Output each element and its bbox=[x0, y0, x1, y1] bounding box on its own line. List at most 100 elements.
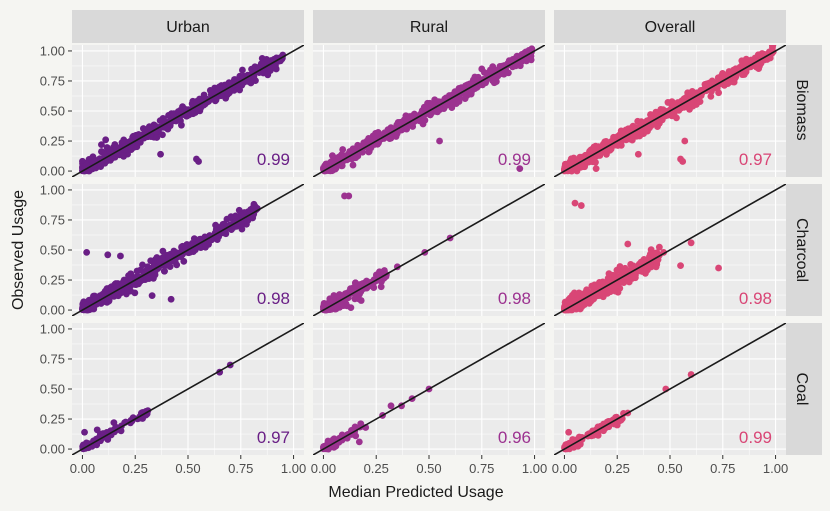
data-point bbox=[655, 243, 663, 251]
data-point bbox=[431, 96, 439, 104]
data-point bbox=[178, 121, 185, 129]
y-tick-label: 1.00 bbox=[40, 43, 65, 58]
data-point bbox=[145, 275, 153, 282]
outlier-point bbox=[347, 304, 355, 312]
data-point bbox=[523, 57, 530, 65]
identity-line bbox=[72, 184, 304, 316]
x-axis-ticks: 0.00 0.25 0.50 0.75 1.00 0.00 0.25 0.50 0.75 1.00… bbox=[70, 455, 788, 476]
x-tick-label: 1.00 bbox=[522, 461, 547, 476]
data-point bbox=[161, 267, 168, 275]
data-point bbox=[573, 304, 581, 312]
data-point bbox=[330, 292, 338, 299]
strip-label-urban: Urban bbox=[166, 19, 210, 36]
data-point bbox=[125, 273, 133, 281]
correlation-label: 0.98 bbox=[739, 289, 772, 308]
data-point bbox=[505, 69, 512, 77]
data-point bbox=[426, 99, 434, 107]
data-point bbox=[574, 442, 582, 450]
y-tick-label: 0.75 bbox=[40, 351, 65, 366]
data-point bbox=[645, 261, 653, 269]
data-point bbox=[330, 435, 338, 443]
outlier-point bbox=[575, 433, 583, 441]
data-point bbox=[436, 106, 444, 113]
data-point bbox=[97, 300, 105, 307]
outlier-point bbox=[355, 438, 363, 446]
data-point bbox=[448, 104, 456, 112]
identity-line bbox=[554, 45, 786, 177]
data-point bbox=[569, 158, 577, 166]
outlier-point bbox=[436, 137, 443, 145]
data-point bbox=[739, 71, 746, 79]
outlier-point bbox=[330, 158, 338, 165]
x-tick-label: 1.00 bbox=[281, 461, 306, 476]
outlier-point bbox=[345, 192, 353, 200]
data-point bbox=[707, 92, 715, 100]
panel-rural-biomass: 0.99 bbox=[313, 45, 545, 177]
data-point bbox=[352, 279, 359, 287]
data-point bbox=[113, 283, 121, 291]
data-point bbox=[159, 131, 166, 139]
identity-line bbox=[313, 184, 545, 316]
strip-urban bbox=[72, 10, 304, 43]
y-tick-label: 0.00 bbox=[40, 164, 65, 179]
data-point bbox=[393, 130, 401, 137]
data-point bbox=[561, 298, 569, 306]
y-tick-label: 0.50 bbox=[40, 382, 65, 397]
x-tick-label: 0.00 bbox=[70, 461, 95, 476]
outlier-point bbox=[102, 136, 110, 144]
data-point bbox=[133, 267, 141, 275]
data-point bbox=[594, 292, 602, 299]
identity-line bbox=[313, 323, 545, 455]
y-tick-label: 0.75 bbox=[40, 212, 65, 227]
data-point bbox=[619, 275, 627, 282]
x-tick-label: 0.75 bbox=[710, 461, 735, 476]
y-tick-label: 0.50 bbox=[40, 243, 65, 258]
x-tick-label: 0.75 bbox=[469, 461, 494, 476]
data-point bbox=[250, 205, 258, 213]
outlier-point bbox=[516, 165, 524, 173]
data-point bbox=[257, 60, 265, 68]
data-point bbox=[153, 134, 161, 141]
outlier-point bbox=[98, 141, 105, 149]
strip-biomass bbox=[786, 45, 822, 177]
data-point bbox=[652, 263, 660, 271]
outlier-point bbox=[157, 150, 164, 158]
strip-label-biomass: Biomass bbox=[793, 79, 810, 140]
y-tick-label: 0.00 bbox=[40, 303, 65, 318]
outlier-point bbox=[148, 292, 156, 300]
data-point bbox=[611, 272, 619, 279]
data-point bbox=[200, 91, 208, 99]
outlier-point bbox=[349, 161, 357, 169]
data-point bbox=[166, 263, 174, 271]
data-point bbox=[708, 77, 716, 85]
data-point bbox=[718, 72, 725, 80]
data-point bbox=[637, 258, 645, 266]
data-point bbox=[396, 120, 403, 128]
x-axis-title: Median Predicted Usage bbox=[328, 484, 503, 501]
data-point bbox=[630, 262, 637, 270]
data-point bbox=[668, 112, 676, 120]
data-point bbox=[769, 45, 777, 49]
data-point bbox=[92, 294, 100, 302]
data-point bbox=[196, 235, 204, 243]
correlation-label: 0.99 bbox=[739, 428, 772, 447]
data-point bbox=[688, 88, 696, 96]
strip-label-overall: Overall bbox=[645, 19, 696, 36]
data-point bbox=[338, 151, 346, 158]
outlier-point bbox=[592, 165, 600, 173]
x-tick-label: 0.50 bbox=[657, 461, 682, 476]
strip-label-coal: Coal bbox=[793, 373, 810, 406]
data-point bbox=[120, 276, 128, 284]
strip-label-charcoal: Charcoal bbox=[793, 218, 810, 282]
outlier-point bbox=[104, 436, 112, 443]
correlation-label: 0.99 bbox=[257, 150, 290, 169]
row-strips: Biomass Charcoal Coal bbox=[786, 45, 822, 455]
outlier-point bbox=[167, 295, 175, 303]
data-point bbox=[701, 81, 709, 88]
outlier-point bbox=[195, 158, 202, 165]
outlier-point bbox=[681, 137, 689, 145]
x-tick-label: 1.00 bbox=[763, 461, 788, 476]
y-tick-label: 1.00 bbox=[40, 321, 65, 336]
x-tick-label: 0.25 bbox=[364, 461, 389, 476]
